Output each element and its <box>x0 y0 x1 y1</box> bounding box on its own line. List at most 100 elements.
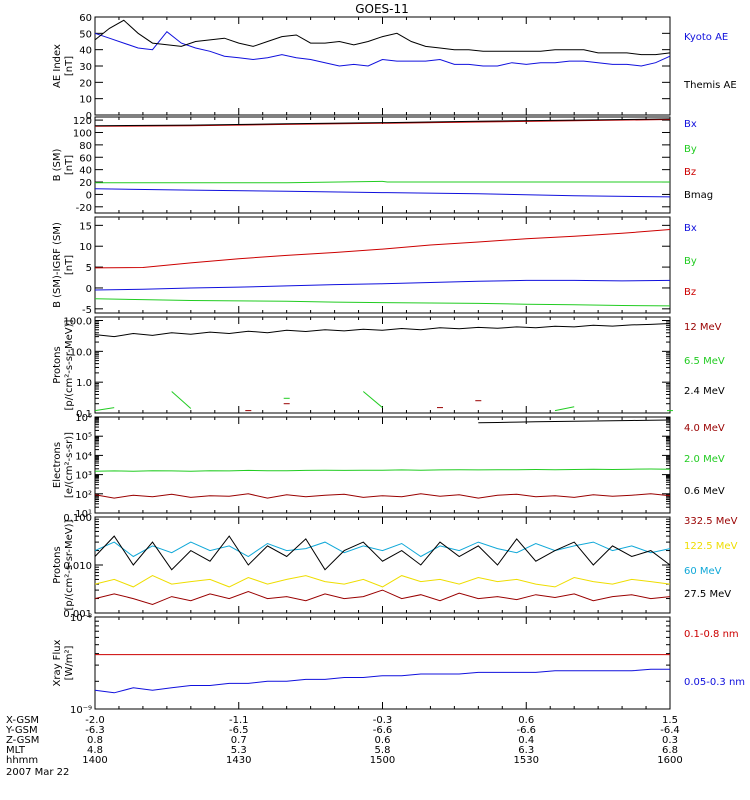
y-axis-label: B (SM)-IGRF (SM) <box>52 222 63 308</box>
x-row-value: 5.3 <box>231 745 247 756</box>
y-tick-label: 15 <box>79 221 92 232</box>
series-line-by <box>95 180 670 184</box>
y-tick-label: 50 <box>79 29 92 40</box>
y-tick-label: -5 <box>82 305 92 316</box>
y-axis-label: [p/(cm²-s-sr-MeV)] <box>64 319 75 410</box>
panel-4: 0.1 1.0 10.0 100.0 Protons [p/(cm²-s-sr-MeV)]… <box>52 316 725 420</box>
series-line-bx <box>94 188 671 198</box>
y-tick-label: 0 <box>86 111 92 122</box>
legend-entry: Bz <box>684 287 696 298</box>
y-axis-label: [e/(cm²-s-sr)] <box>64 432 75 498</box>
legend-entry: 0.1-0.8 nm <box>684 629 739 640</box>
x-row-value: 5.8 <box>375 745 391 756</box>
x-row-value: -6.6 <box>516 725 536 736</box>
y-tick-label: 100 <box>73 128 92 139</box>
x-row-value: 0.6 <box>375 735 391 746</box>
y-tick-label: 40 <box>79 166 92 177</box>
y-tick-label: 0.010 <box>63 561 92 572</box>
y-tick-label: 10⁶ <box>75 413 92 424</box>
legend-entry: 27.5 MeV <box>684 589 731 600</box>
panel-1: 0 10 20 30 40 50 60 AE Index [nT] Kyoto AE Themis … <box>52 13 737 122</box>
y-tick-label: 10⁴ <box>75 451 92 462</box>
series-line-kyoto-ae <box>94 30 671 67</box>
series-line-by <box>94 298 671 307</box>
plot-title: GOES-11 <box>355 2 409 16</box>
y-tick-label: 10⁵ <box>75 432 92 443</box>
y-tick-label: 0 <box>86 190 92 201</box>
series-line-60-mev <box>94 541 671 558</box>
legend-entry: By <box>684 256 697 267</box>
series-line-bmag <box>94 118 671 127</box>
x-row-value: -6.4 <box>660 725 680 736</box>
series-line-0-6-mev <box>478 419 671 424</box>
legend-entry: 122.5 MeV <box>684 541 738 552</box>
y-tick-label: 1.0 <box>76 378 92 389</box>
y-tick-label: 0 <box>86 284 92 295</box>
legend-entry: Bz <box>684 167 696 178</box>
legend-entry: Bx <box>684 119 697 130</box>
legend-entry: 0.6 MeV <box>684 486 725 497</box>
x-row-value: -6.6 <box>373 725 393 736</box>
legend-entry: 0.05-0.3 nm <box>684 677 745 688</box>
y-tick-label: 5 <box>86 263 92 274</box>
x-row-value: 1.5 <box>662 715 678 726</box>
x-row-label: X-GSM <box>6 715 39 726</box>
panel-6: 0.001 0.010 0.100 Protons [p/(cm²-s-sr-MeV)]… <box>52 513 738 620</box>
x-row-value: 0.6 <box>518 715 534 726</box>
y-axis-label: [nT] <box>64 56 75 76</box>
y-tick-label: 20 <box>79 78 92 89</box>
x-row-value: 6.3 <box>518 745 534 756</box>
y-axis-label: Electrons <box>52 442 63 488</box>
y-axis-label: Protons <box>52 546 63 583</box>
y-axis-label: Xray Flux <box>52 639 63 686</box>
x-row-value: -0.3 <box>373 715 393 726</box>
y-tick-label: 0.100 <box>63 513 92 524</box>
series-line-2-4-mev <box>94 323 671 338</box>
y-tick-label: 10⁻⁸ <box>70 613 92 624</box>
y-tick-label: 0.1 <box>76 409 92 420</box>
panel-frame <box>94 316 671 414</box>
x-row-value: -1.1 <box>229 715 249 726</box>
legend-entry: Bx <box>684 223 697 234</box>
series-line-6-5-mev <box>94 407 115 412</box>
series-line-0-05-0-3-nm <box>94 668 670 694</box>
x-row-label: hhmm <box>6 755 38 766</box>
y-axis-label: [nT] <box>64 155 75 175</box>
y-axis-label: [p/(cm²-s-sr-MeV)] <box>64 519 75 610</box>
series-line-6-5-mev <box>362 391 383 408</box>
y-tick-label: 30 <box>79 62 92 73</box>
x-row-value: 0.7 <box>231 735 247 746</box>
x-axis-annotation: X-GSM -2.0 -1.1 -0.3 0.6 1.5 Y-GSM -6.3 -6.5 -6.6… <box>5 715 683 778</box>
legend-entry: 6.5 MeV <box>684 356 725 367</box>
x-row-value: 6.8 <box>662 745 678 756</box>
legend-entry: Themis AE <box>683 80 737 91</box>
x-row-value: 1530 <box>514 755 539 766</box>
legend-entry: 4.0 MeV <box>684 423 725 434</box>
series-line-6-5-mev <box>554 406 575 412</box>
x-row-value: 4.8 <box>87 745 103 756</box>
legend-entry: Bmag <box>684 190 713 201</box>
series-line-332-5-mev <box>94 589 671 606</box>
y-axis-label: Protons <box>52 346 63 383</box>
x-row-value: 1400 <box>82 755 107 766</box>
legend-entry: By <box>684 144 697 155</box>
y-tick-label: 10.0 <box>70 347 92 358</box>
series-line-122-5-mev <box>94 575 671 588</box>
y-tick-label: 10⁻⁹ <box>70 705 92 716</box>
legend-entry: Kyoto AE <box>684 32 728 43</box>
y-tick-label: 10² <box>75 490 92 501</box>
x-row-label: Y-GSM <box>5 725 38 736</box>
y-axis-label: AE Index <box>52 44 63 88</box>
panel-frame <box>94 616 671 710</box>
x-row-value: 0.8 <box>87 735 103 746</box>
panel-3: -5 0 5 10 15 B (SM)-IGRF (SM) [nT] Bx By Bz <box>52 216 697 316</box>
x-row-value: -6.3 <box>85 725 105 736</box>
x-row-value: 1600 <box>657 755 682 766</box>
y-tick-label: 100.0 <box>63 317 92 328</box>
y-tick-label: 20 <box>79 178 92 189</box>
x-row-value: 1430 <box>226 755 251 766</box>
y-axis-label: [nT] <box>64 255 75 275</box>
series-line-2-0-mev <box>94 468 671 472</box>
